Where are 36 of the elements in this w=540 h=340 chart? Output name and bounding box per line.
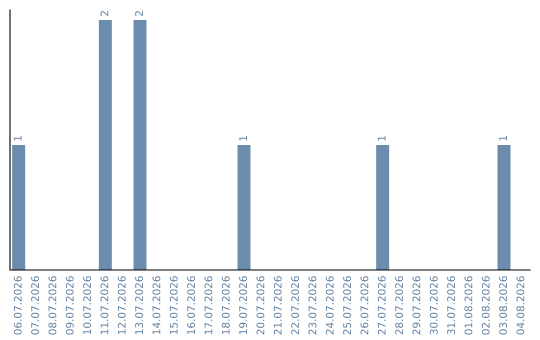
x-tick-label: 14.07.2026 — [152, 276, 160, 334]
x-tick-label: 29.07.2026 — [412, 276, 420, 334]
x-tick-label: 28.07.2026 — [395, 276, 404, 334]
x-tick-label: 04.08.2026 — [516, 276, 524, 335]
x-tick-label: 22.07.2026 — [291, 276, 300, 334]
x-tick-label: 21.07.2026 — [274, 276, 282, 334]
x-tick-label: 06.07.2026 — [14, 276, 22, 335]
x-tick-label: 23.07.2026 — [308, 276, 316, 334]
x-tick-label: 16.07.2026 — [187, 276, 196, 334]
x-tick-label: 30.07.2026 — [430, 276, 438, 334]
x-tick-label: 02.08.2026 — [482, 276, 490, 335]
x-tick-label: 20.07.2026 — [256, 276, 264, 334]
x-tick-label: 08.07.2026 — [48, 276, 56, 335]
data-label: 2 — [135, 11, 143, 16]
data-label: 1 — [239, 136, 247, 141]
x-tick-label: 24.07.2026 — [326, 276, 334, 334]
x-tick-label: 09.07.2026 — [66, 276, 74, 335]
x-tick-label: 15.07.2026 — [170, 276, 178, 334]
x-tick-label: 03.08.2026 — [499, 276, 508, 335]
x-tick-label: 13.07.2026 — [135, 276, 144, 334]
x-tick-label: 26.07.2026 — [360, 276, 368, 334]
x-tick-label: 11.07.2026 — [100, 276, 108, 334]
x-tick-label: 12.07.2026 — [118, 276, 126, 334]
data-label: 1 — [14, 136, 22, 141]
data-label: 1 — [378, 136, 386, 141]
x-tick-label: 01.08.2026 — [464, 276, 472, 335]
data-label: 2 — [100, 11, 108, 16]
x-tick-label: 10.07.2026 — [83, 276, 92, 334]
x-tick-label: 19.07.2026 — [239, 276, 248, 334]
x-tick-label: 25.07.2026 — [343, 276, 352, 334]
x-tick-label: 31.07.2026 — [447, 276, 456, 334]
data-label: 1 — [499, 136, 507, 141]
x-tick-label: 17.07.2026 — [204, 276, 212, 334]
x-tick-label: 18.07.2026 — [222, 276, 230, 334]
x-tick-label: 27.07.2026 — [378, 276, 386, 334]
x-tick-label: 07.07.2026 — [31, 276, 40, 335]
